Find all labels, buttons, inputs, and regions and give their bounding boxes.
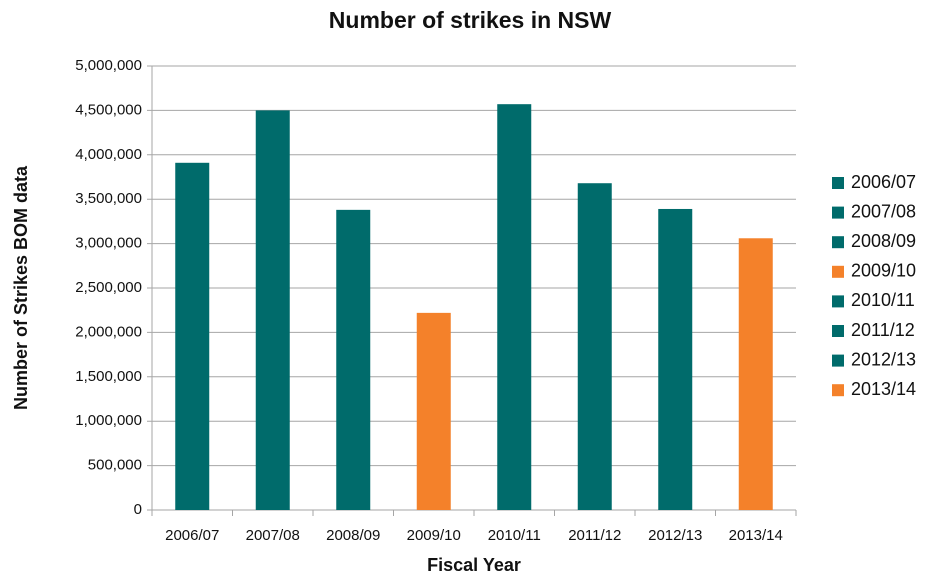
x-tick-label: 2008/09 xyxy=(326,527,380,544)
y-tick-label: 4,500,000 xyxy=(75,101,142,118)
bar xyxy=(738,238,773,510)
y-tick-label: 5,000,000 xyxy=(75,57,142,74)
legend-swatch xyxy=(832,206,844,219)
legend-label: 2007/08 xyxy=(851,201,916,221)
legend-label: 2013/14 xyxy=(851,379,916,399)
x-tick-label: 2011/12 xyxy=(568,527,621,544)
legend-label: 2011/12 xyxy=(851,320,915,340)
y-tick-label: 1,000,000 xyxy=(75,412,142,429)
y-tick-label: 2,500,000 xyxy=(75,279,142,296)
bar xyxy=(658,208,693,510)
y-tick-label: 3,500,000 xyxy=(75,190,142,207)
legend-swatch xyxy=(832,354,844,367)
y-tick-label: 3,000,000 xyxy=(75,235,142,252)
y-tick-label: 2,000,000 xyxy=(75,323,142,340)
y-tick-label: 0 xyxy=(134,501,142,518)
bar xyxy=(255,110,290,511)
x-tick-label: 2007/08 xyxy=(246,527,300,544)
legend-swatch xyxy=(832,325,844,337)
legend-swatch xyxy=(832,265,844,278)
legend-label: 2009/10 xyxy=(851,261,916,281)
bar xyxy=(336,209,371,510)
y-tick-label: 4,000,000 xyxy=(75,146,142,163)
legend-label: 2008/09 xyxy=(851,231,916,251)
legend-label: 2006/07 xyxy=(851,172,916,192)
bar xyxy=(497,104,532,511)
x-tick-label: 2009/10 xyxy=(407,527,461,544)
chart-title: Number of strikes in NSW xyxy=(329,7,612,33)
y-axis-title: Number of Strikes BOM data xyxy=(11,165,31,410)
legend-swatch xyxy=(832,295,844,308)
bar xyxy=(577,183,612,510)
bar xyxy=(416,312,451,510)
x-tick-label: 2006/07 xyxy=(165,527,219,544)
x-tick-label: 2012/13 xyxy=(648,527,702,544)
y-tick-label: 500,000 xyxy=(88,457,142,474)
x-tick-label: 2010/11 xyxy=(488,527,541,544)
legend-swatch xyxy=(832,236,844,249)
y-tick-label: 1,500,000 xyxy=(75,368,142,385)
legend-label: 2010/11 xyxy=(851,290,915,310)
x-axis-title: Fiscal Year xyxy=(427,555,521,575)
bar xyxy=(175,162,210,511)
legend-label: 2012/13 xyxy=(851,349,916,369)
legend-swatch xyxy=(832,384,844,397)
x-tick-label: 2013/14 xyxy=(729,527,783,544)
legend-swatch xyxy=(832,177,844,189)
